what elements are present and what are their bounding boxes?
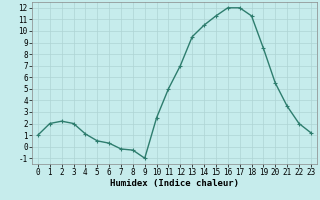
X-axis label: Humidex (Indice chaleur): Humidex (Indice chaleur) <box>110 179 239 188</box>
